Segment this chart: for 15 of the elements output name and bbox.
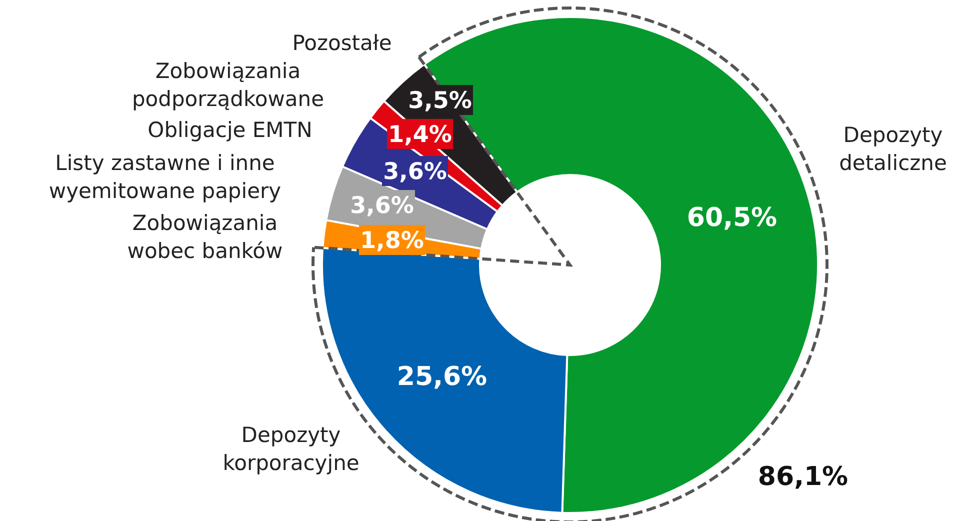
slice-label: Zobowiązania podporządkowane xyxy=(132,59,324,111)
data-label: 60,5% xyxy=(686,203,778,233)
text: 86,1% xyxy=(758,462,848,492)
data-label: 3,5% xyxy=(408,88,472,114)
data-label: 3,6% xyxy=(350,193,414,219)
slice-label: Obligacje EMTN xyxy=(148,118,312,142)
slice-label: Depozyty korporacyjne xyxy=(222,423,360,475)
slice-label: Depozyty detaliczne xyxy=(839,123,947,175)
data-label: 3,6% xyxy=(383,159,447,185)
slice-label: Zobowiązania wobec banków xyxy=(127,211,283,263)
data-label: 1,8% xyxy=(360,228,424,254)
slice-label: Listy zastawne i inne wyemitowane papiery xyxy=(48,151,282,203)
slice-label: Pozostałe xyxy=(292,31,392,55)
data-label: 25,6% xyxy=(396,362,488,392)
data-label: 1,4% xyxy=(388,122,452,148)
